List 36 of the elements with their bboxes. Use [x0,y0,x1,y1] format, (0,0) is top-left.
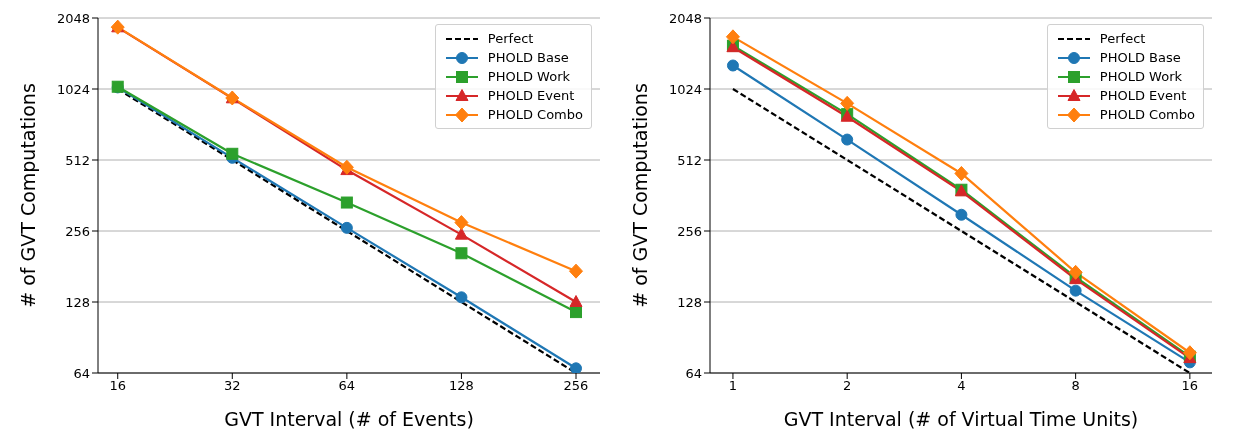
y-axis-title: # of GVT Computations [628,83,651,308]
y-axis-title: # of GVT Computations [16,83,39,308]
x-tick-label: 32 [224,378,241,394]
x-tick-label: 2 [843,378,852,394]
x-tick-label: 4 [957,378,966,394]
legend-label: Perfect [1099,31,1146,46]
legend-label: PHOLD Base [487,50,569,65]
y-tick-label: 256 [677,223,702,239]
x-axis-title: GVT Interval (# of Events) [224,408,474,430]
legend-label: PHOLD Work [1099,69,1183,84]
y-tick-label: 1024 [56,81,90,97]
x-tick-label: 8 [1071,378,1080,394]
y-tick-label: 2048 [668,10,702,26]
legend-label: PHOLD Combo [487,107,583,122]
x-tick-label: 16 [1181,378,1199,394]
legend-label: PHOLD Work [487,69,571,84]
x-tick-label: 16 [109,378,126,394]
y-tick-label: 256 [65,223,90,239]
x-tick-label: 128 [449,378,474,394]
y-tick-label: 64 [73,365,90,381]
y-tick-label: 128 [677,294,702,310]
x-tick-label: 1 [728,378,738,394]
legend-label: PHOLD Combo [1099,107,1195,122]
x-tick-label: 64 [338,378,356,394]
legend-label: PHOLD Base [1099,50,1181,65]
legend-label: Perfect [487,31,534,46]
x-tick-label: 256 [563,378,589,394]
y-tick-label: 128 [65,294,90,310]
x-axis-title: GVT Interval (# of Virtual Time Units) [783,408,1139,430]
y-tick-label: 512 [65,152,90,168]
legend-label: PHOLD Event [487,88,575,103]
y-tick-label: 512 [677,152,702,168]
y-tick-label: 1024 [668,81,702,97]
legend-label: PHOLD Event [1099,88,1187,103]
y-tick-label: 64 [685,365,702,381]
y-tick-label: 2048 [56,10,90,26]
